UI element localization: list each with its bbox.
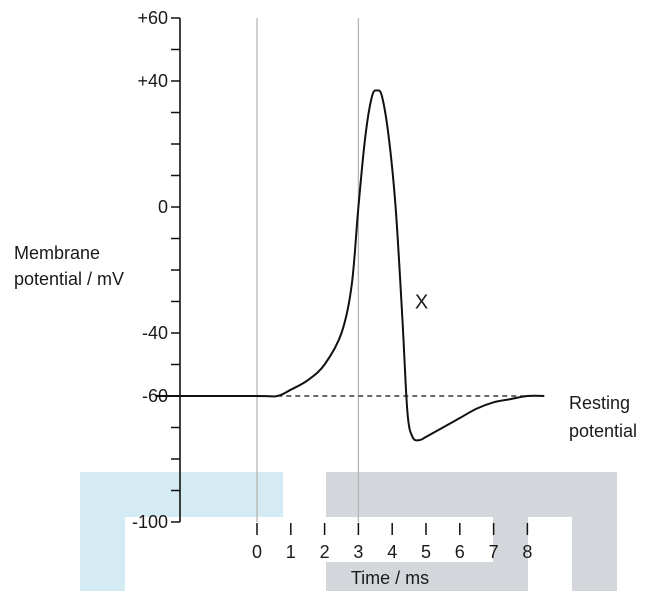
y-tick-label--40: -40 (142, 323, 168, 343)
vertical-reference-lines (256, 18, 360, 522)
x-tick-label-5: 5 (421, 542, 431, 562)
overlay-gray-top (326, 472, 617, 517)
x-tick-label-2: 2 (320, 542, 330, 562)
overlay-shapes (80, 472, 617, 591)
x-tick-label-1: 1 (286, 542, 296, 562)
x-axis-ticks: 0 1 2 3 4 5 6 7 8 (252, 523, 532, 562)
overlay-blue-left (80, 517, 125, 591)
x-tick-label-3: 3 (353, 542, 363, 562)
y-axis: +60 +40 0 -40 -60 -100 (132, 8, 181, 532)
annotation-x: X (415, 292, 428, 314)
resting-potential-label-line-1: Resting (569, 393, 630, 413)
y-axis-label-line-1: Membrane (14, 243, 100, 263)
overlay-blue-top (80, 472, 283, 517)
x-tick-label-8: 8 (522, 542, 532, 562)
y-tick-label-40: +40 (137, 71, 168, 91)
resting-potential-label-line-2: potential (569, 421, 637, 441)
x-tick-label-0: 0 (252, 542, 262, 562)
overlay-gray-right (572, 517, 617, 591)
action-potential-curve (155, 89, 545, 442)
x-tick-label-7: 7 (489, 542, 499, 562)
x-tick-label-6: 6 (455, 542, 465, 562)
x-axis-label: Time / ms (351, 568, 429, 588)
y-tick-label-0: 0 (158, 197, 168, 217)
y-tick-label-60: +60 (137, 8, 168, 28)
x-tick-label-4: 4 (387, 542, 397, 562)
y-tick-label--100: -100 (132, 512, 168, 532)
y-axis-label-line-2: potential / mV (14, 269, 124, 289)
overlay-gray-stub (493, 517, 528, 591)
y-tick-label--60: -60 (142, 386, 168, 406)
